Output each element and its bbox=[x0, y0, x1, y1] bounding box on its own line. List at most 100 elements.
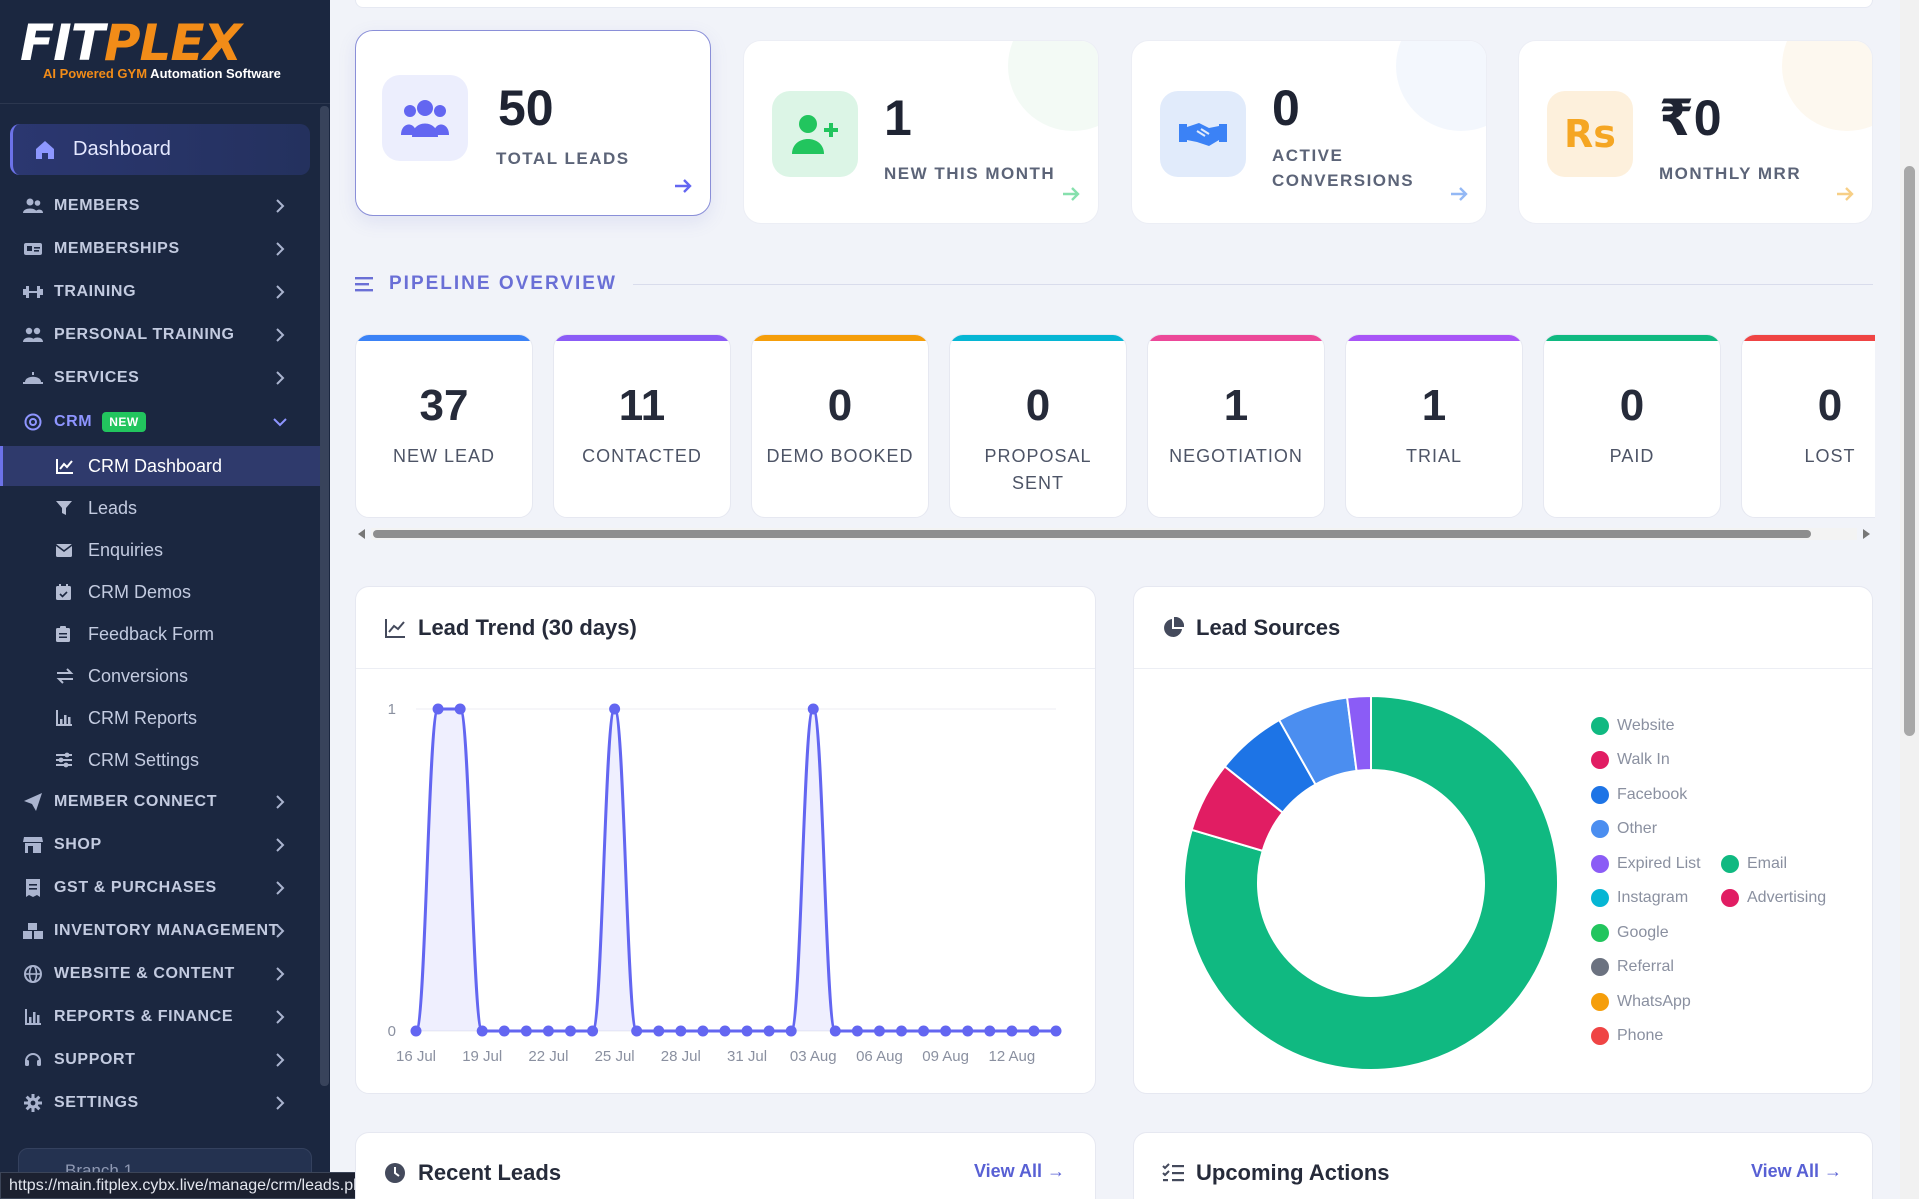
upcoming-actions-view-all-link[interactable]: View All → bbox=[1750, 1161, 1842, 1181]
scroll-left-arrow[interactable] bbox=[358, 529, 365, 539]
legend-item[interactable]: Email bbox=[1721, 855, 1787, 873]
data-point[interactable] bbox=[873, 1025, 885, 1037]
data-point[interactable] bbox=[498, 1025, 510, 1037]
scroll-right-arrow[interactable] bbox=[1863, 529, 1870, 539]
sidebar-item-inventory-management[interactable]: INVENTORY MANAGEMENT bbox=[0, 911, 310, 951]
data-point[interactable] bbox=[454, 703, 466, 715]
sidebar-item-reports-finance[interactable]: REPORTS & FINANCE bbox=[0, 997, 310, 1037]
data-point[interactable] bbox=[962, 1025, 974, 1037]
sidebar-item-shop[interactable]: SHOP bbox=[0, 825, 310, 865]
data-point[interactable] bbox=[807, 703, 819, 715]
data-point[interactable] bbox=[896, 1025, 908, 1037]
scrollbar-thumb[interactable] bbox=[1904, 166, 1915, 736]
pipeline-stage-card[interactable]: 1 TRIAL bbox=[1345, 334, 1523, 518]
stat-card-monthly-mrr[interactable]: Rs ₹0 MONTHLY MRR bbox=[1518, 40, 1873, 224]
data-point[interactable] bbox=[631, 1025, 643, 1037]
data-point[interactable] bbox=[829, 1025, 841, 1037]
legend-item[interactable]: Walk In bbox=[1591, 751, 1670, 769]
data-point[interactable] bbox=[940, 1025, 952, 1037]
data-point[interactable] bbox=[918, 1025, 930, 1037]
legend-item[interactable]: Facebook bbox=[1591, 786, 1687, 804]
legend-label: Advertising bbox=[1747, 889, 1827, 906]
sidebar-item-crm-settings[interactable]: CRM Settings bbox=[0, 740, 320, 780]
sidebar-item-crm-dashboard[interactable]: CRM Dashboard bbox=[0, 446, 320, 486]
data-point[interactable] bbox=[984, 1025, 996, 1037]
legend-item[interactable]: Website bbox=[1591, 717, 1675, 735]
sidebar-scrollbar[interactable] bbox=[320, 106, 329, 1086]
stage-color-bar bbox=[1742, 335, 1875, 341]
sidebar-item-support[interactable]: SUPPORT bbox=[0, 1040, 310, 1080]
sidebar-item-crm-demos[interactable]: CRM Demos bbox=[0, 572, 320, 612]
stage-label: PROPOSAL SENT bbox=[984, 446, 1092, 493]
scrollbar-thumb[interactable] bbox=[373, 530, 1811, 538]
stat-card-new-this-month[interactable]: 1 NEW THIS MONTH bbox=[743, 40, 1099, 224]
pie-slice[interactable] bbox=[1345, 694, 1372, 773]
pipeline-stage-card[interactable]: 0 PROPOSAL SENT bbox=[949, 334, 1127, 518]
sidebar-item-crm-reports[interactable]: CRM Reports bbox=[0, 698, 320, 738]
data-point[interactable] bbox=[719, 1025, 731, 1037]
pie-slice[interactable] bbox=[1183, 694, 1559, 1071]
sidebar-item-settings[interactable]: SETTINGS bbox=[0, 1083, 310, 1123]
data-point[interactable] bbox=[785, 1025, 797, 1037]
sidebar-item-website-content[interactable]: WEBSITE & CONTENT bbox=[0, 954, 310, 994]
legend-item[interactable]: Instagram bbox=[1591, 889, 1688, 907]
data-point[interactable] bbox=[520, 1025, 532, 1037]
pipeline-stage-card[interactable]: 0 LOST bbox=[1741, 334, 1875, 518]
pipeline-stage-card[interactable]: 37 NEW LEAD bbox=[355, 334, 533, 518]
data-point[interactable] bbox=[564, 1025, 576, 1037]
sidebar-item-members[interactable]: MEMBERS bbox=[0, 186, 310, 226]
legend-item[interactable]: WhatsApp bbox=[1591, 993, 1691, 1011]
sidebar-item-crm[interactable]: CRM NEW bbox=[0, 402, 310, 442]
data-point[interactable] bbox=[410, 1025, 422, 1037]
stage-label: CONTACTED bbox=[582, 446, 702, 466]
sidebar-item-training[interactable]: TRAINING bbox=[0, 272, 310, 312]
data-point[interactable] bbox=[1050, 1025, 1062, 1037]
stat-card-total-leads[interactable]: 50 TOTAL LEADS bbox=[355, 30, 711, 216]
pipeline-stage-card[interactable]: 0 DEMO BOOKED bbox=[751, 334, 929, 518]
data-point[interactable] bbox=[1028, 1025, 1040, 1037]
pipeline-stage-card[interactable]: 1 NEGOTIATION bbox=[1147, 334, 1325, 518]
bar-chart-icon bbox=[56, 709, 74, 727]
sidebar-item-leads[interactable]: Leads bbox=[0, 488, 320, 528]
data-point[interactable] bbox=[1006, 1025, 1018, 1037]
recent-leads-view-all-link[interactable]: View All → bbox=[973, 1161, 1065, 1181]
sidebar-item-memberships[interactable]: MEMBERSHIPS bbox=[0, 229, 310, 269]
sidebar-item-member-connect[interactable]: MEMBER CONNECT bbox=[0, 782, 310, 822]
data-point[interactable] bbox=[542, 1025, 554, 1037]
sidebar-item-gst-purchases[interactable]: GST & PURCHASES bbox=[0, 868, 310, 908]
sidebar-item-enquiries[interactable]: Enquiries bbox=[0, 530, 320, 570]
pipeline-stage-card[interactable]: 0 PAID bbox=[1543, 334, 1721, 518]
legend-item[interactable]: Referral bbox=[1591, 958, 1674, 976]
data-point[interactable] bbox=[851, 1025, 863, 1037]
lead-trend-panel: Lead Trend (30 days) 0 1 16 Jul 19 Jul 22 Ju… bbox=[355, 586, 1096, 1094]
pipeline-stages[interactable]: 37 NEW LEAD 11 CONTACTED 0 DEMO BOOKED 0 PROPOS… bbox=[355, 334, 1875, 520]
data-point[interactable] bbox=[476, 1025, 488, 1037]
arrow-right-icon: → bbox=[1047, 1161, 1065, 1181]
data-point[interactable] bbox=[587, 1025, 599, 1037]
sidebar-item-feedback-form[interactable]: Feedback Form bbox=[0, 614, 320, 654]
legend-item[interactable]: Phone bbox=[1591, 1027, 1663, 1045]
data-point[interactable] bbox=[741, 1025, 753, 1037]
pipeline-stage-card[interactable]: 11 CONTACTED bbox=[553, 334, 731, 518]
pipeline-horizontal-scrollbar[interactable] bbox=[355, 526, 1873, 542]
data-point[interactable] bbox=[653, 1025, 665, 1037]
page-vertical-scrollbar[interactable] bbox=[1900, 0, 1919, 1199]
stat-card-active-conversions[interactable]: 0 ACTIVE CONVERSIONS bbox=[1131, 40, 1487, 224]
legend-item[interactable]: Google bbox=[1591, 924, 1669, 942]
sliders-icon bbox=[56, 751, 74, 769]
sidebar-item-personal-training[interactable]: PERSONAL TRAINING bbox=[0, 315, 310, 355]
sidebar-item-services[interactable]: SERVICES bbox=[0, 358, 310, 398]
legend-item[interactable]: Expired List bbox=[1591, 855, 1701, 873]
data-point[interactable] bbox=[697, 1025, 709, 1037]
legend-item[interactable]: Advertising bbox=[1721, 889, 1826, 907]
data-point[interactable] bbox=[609, 703, 621, 715]
stage-color-bar bbox=[1346, 335, 1522, 341]
upcoming-actions-title: Upcoming Actions bbox=[1196, 1159, 1390, 1185]
brand-logo[interactable]: FITPLEX AI Powered GYM Automation Softwa… bbox=[0, 0, 330, 104]
sidebar-item-dashboard[interactable]: Dashboard bbox=[10, 124, 310, 175]
data-point[interactable] bbox=[675, 1025, 687, 1037]
legend-item[interactable]: Other bbox=[1591, 820, 1657, 838]
data-point[interactable] bbox=[763, 1025, 775, 1037]
data-point[interactable] bbox=[432, 703, 444, 715]
sidebar-item-conversions[interactable]: Conversions bbox=[0, 656, 320, 696]
